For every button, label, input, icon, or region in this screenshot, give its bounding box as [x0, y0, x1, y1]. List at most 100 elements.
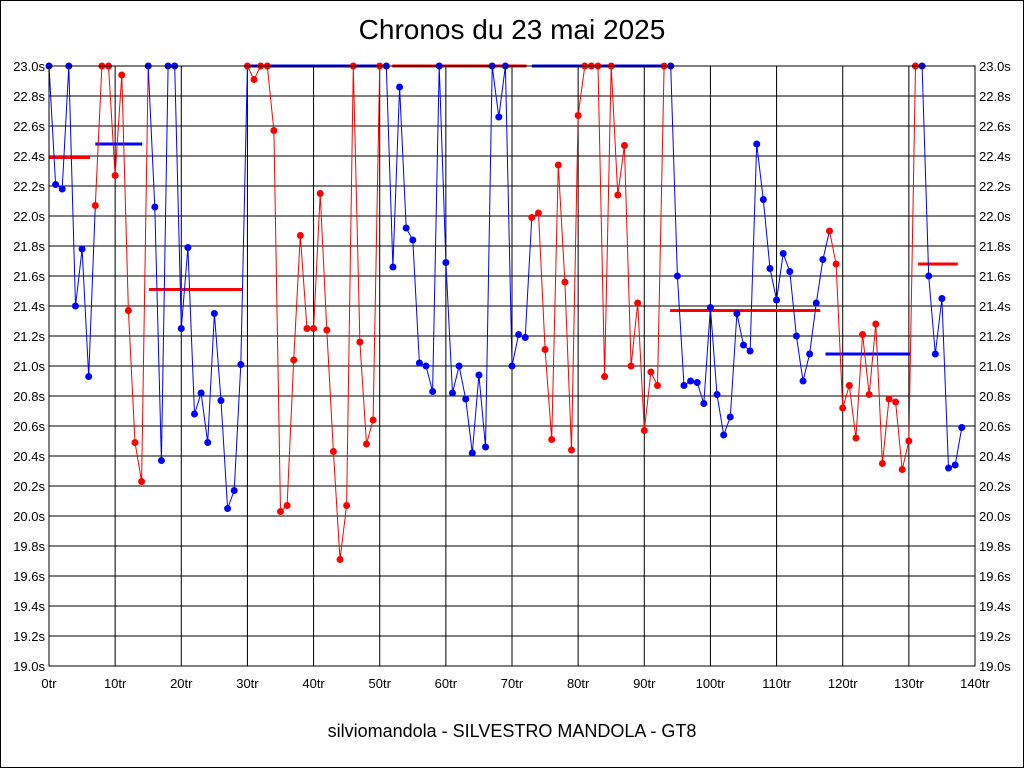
lap-point: [792, 332, 800, 340]
lap-point: [468, 449, 476, 457]
lap-point: [508, 362, 516, 370]
chart-title: Chronos du 23 mai 2025: [358, 14, 666, 45]
lap-point: [773, 296, 781, 304]
lap-point: [574, 112, 582, 119]
lap-point: [673, 272, 681, 280]
y-tick-label-left: 21.6s: [13, 269, 45, 284]
series-line: [48, 65, 96, 377]
lap-point: [442, 259, 450, 266]
y-tick-label-right: 20.2s: [979, 479, 1011, 494]
lap-point: [759, 196, 767, 203]
lap-point: [52, 181, 60, 188]
lap-point: [931, 350, 939, 358]
lap-point: [151, 203, 159, 211]
y-tick-label-right: 19.6s: [979, 569, 1011, 584]
y-tick-label-right: 20.6s: [979, 419, 1011, 434]
y-tick-label-left: 21.0s: [13, 359, 45, 374]
y-tick-label-left: 19.0s: [13, 659, 45, 674]
lap-point: [726, 413, 734, 421]
lap-point: [157, 457, 165, 464]
chart-footer: silviomandola - SILVESTRO MANDOLA - GT8: [327, 721, 697, 741]
lap-point: [786, 268, 794, 275]
lap-point: [647, 368, 655, 376]
lap-point: [713, 391, 721, 398]
lap-point: [283, 502, 291, 509]
lap-point: [389, 263, 397, 271]
lap-point: [528, 214, 536, 221]
lap-point: [237, 361, 245, 368]
x-tick-label: 100tr: [696, 676, 726, 691]
lap-point: [958, 424, 966, 431]
lap-point: [191, 410, 199, 418]
lap-point: [865, 391, 873, 398]
lap-point: [250, 76, 258, 83]
lap-point: [753, 140, 761, 148]
lap-point: [687, 377, 695, 385]
y-tick-label-left: 22.4s: [13, 149, 45, 164]
x-tick-label: 130tr: [894, 676, 924, 691]
lap-point: [892, 398, 900, 406]
series-line: [94, 65, 149, 482]
y-tick-label-right: 23.0s: [979, 59, 1011, 74]
lap-point: [925, 272, 933, 280]
lap-point: [85, 373, 93, 380]
lap-point: [680, 382, 688, 389]
y-tick-label-left: 19.2s: [13, 629, 45, 644]
lap-point: [819, 256, 827, 263]
lap-point: [336, 556, 344, 563]
lap-point: [495, 113, 503, 121]
x-tick-label: 110tr: [762, 676, 791, 691]
lap-point: [111, 172, 119, 179]
lap-point: [720, 431, 728, 439]
lap-point: [91, 202, 99, 209]
y-tick-label-left: 21.8s: [13, 239, 45, 254]
lap-point: [217, 397, 225, 404]
y-tick-label-right: 19.8s: [979, 539, 1011, 554]
x-tick-label: 80tr: [567, 676, 590, 691]
lap-point: [369, 416, 377, 424]
lap-point: [455, 362, 463, 370]
lap-point: [270, 127, 278, 134]
lap-series: [45, 62, 966, 563]
lap-point: [316, 190, 324, 197]
lap-point: [799, 377, 807, 385]
lap-point: [396, 83, 404, 91]
lap-point: [290, 356, 298, 364]
lap-point: [521, 334, 529, 341]
x-tick-label: 0tr: [41, 676, 57, 691]
y-tick-label-right: 22.6s: [979, 119, 1011, 134]
lap-point: [277, 508, 284, 515]
lap-point: [839, 404, 847, 412]
x-tick-label: 60tr: [435, 676, 458, 691]
y-tick-label-left: 20.8s: [13, 389, 45, 404]
lap-point: [878, 460, 886, 467]
lap-point: [654, 382, 662, 389]
lap-point: [356, 338, 364, 346]
lap-point: [429, 388, 437, 395]
y-tick-label-left: 19.6s: [13, 569, 45, 584]
lap-point: [634, 299, 642, 307]
lap-point: [640, 427, 648, 434]
lap-point: [329, 448, 337, 455]
lap-point: [184, 244, 192, 251]
lap-point: [561, 278, 569, 286]
lap-point: [448, 389, 456, 397]
lap-point: [402, 224, 410, 232]
x-tick-label: 140tr: [960, 676, 990, 691]
lap-point: [825, 227, 833, 235]
lap-point: [197, 389, 205, 397]
lap-point: [541, 346, 549, 353]
lap-point: [515, 331, 523, 338]
lap-point: [78, 245, 86, 253]
lap-point: [204, 439, 212, 446]
series-line: [531, 65, 671, 451]
lap-point: [693, 379, 701, 386]
y-tick-label-right: 21.4s: [979, 299, 1011, 314]
y-tick-label-right: 20.8s: [979, 389, 1011, 404]
y-tick-label-right: 19.2s: [979, 629, 1011, 644]
y-tick-label-right: 21.8s: [979, 239, 1011, 254]
lap-point: [124, 307, 132, 314]
y-tick-label-left: 22.0s: [13, 209, 45, 224]
x-tick-label: 20tr: [170, 676, 193, 691]
